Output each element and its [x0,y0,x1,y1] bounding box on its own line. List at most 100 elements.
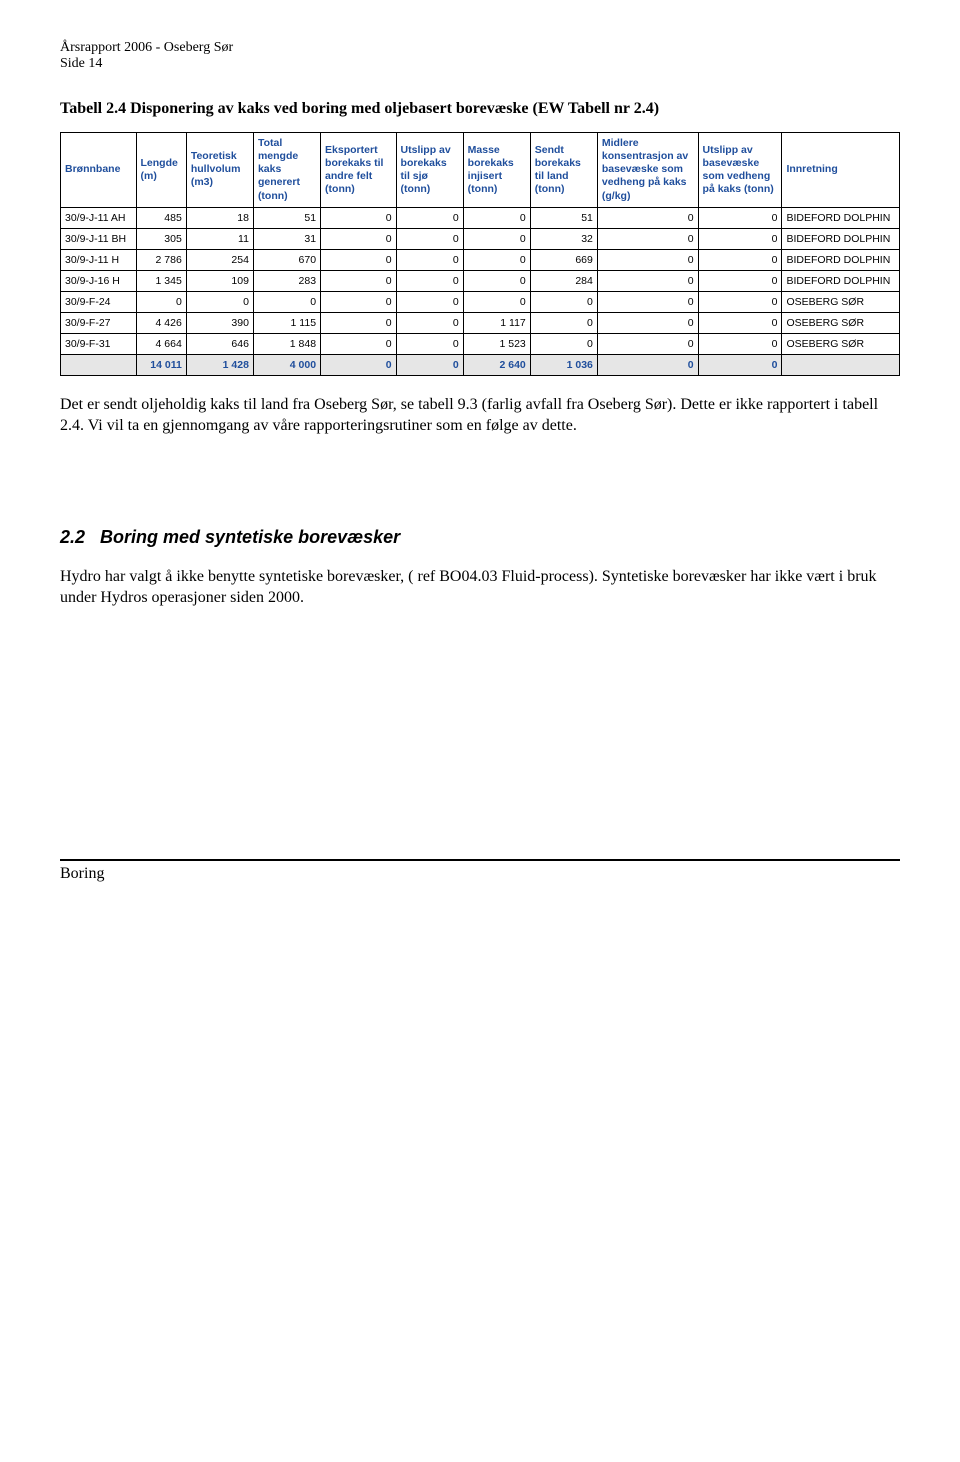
table-cell-innretning: OSEBERG SØR [782,333,900,354]
table-cell-value: 14 011 [136,354,186,375]
table-cell-value: 0 [396,228,463,249]
table-cell-value: 0 [321,228,397,249]
table-cell-label: 30/9-F-27 [61,312,137,333]
table-cell-value: 283 [253,270,320,291]
table-cell-value: 4 664 [136,333,186,354]
table-cell-value: 4 000 [253,354,320,375]
table-cell-value: 0 [698,228,782,249]
table-cell-value: 4 426 [136,312,186,333]
table-cell-value: 0 [597,291,698,312]
table-column-header: Utslipp av borekaks til sjø (tonn) [396,133,463,208]
table-cell-value: 51 [530,207,597,228]
table-cell-value: 0 [396,333,463,354]
doc-header-line2: Side 14 [60,56,900,72]
table-cell-value: 0 [698,207,782,228]
table-caption: Tabell 2.4 Disponering av kaks ved borin… [60,100,900,118]
table-cell-value: 0 [186,291,253,312]
table-cell-innretning [782,354,900,375]
table-cell-value: 0 [321,291,397,312]
table-cell-label: 30/9-J-16 H [61,270,137,291]
table-cell-label: 30/9-J-11 BH [61,228,137,249]
table-cell-value: 0 [597,354,698,375]
table-column-header: Midlere konsentrasjon av basevæske som v… [597,133,698,208]
table-cell-value: 0 [597,249,698,270]
table-column-header: Utslipp av basevæske som vedheng på kaks… [698,133,782,208]
table-cell-value: 0 [463,291,530,312]
table-cell-value: 0 [530,312,597,333]
table-cell-value: 18 [186,207,253,228]
table-cell-value: 0 [698,312,782,333]
table-cell-value: 0 [396,207,463,228]
table-column-header: Innretning [782,133,900,208]
table-column-header: Eksportert borekaks til andre felt (tonn… [321,133,397,208]
table-cell-value: 1 428 [186,354,253,375]
table-row: 30/9-J-16 H1 34510928300028400BIDEFORD D… [61,270,900,291]
table-cell-value: 1 036 [530,354,597,375]
table-column-header: Lengde (m) [136,133,186,208]
table-cell-value: 305 [136,228,186,249]
table-cell-value: 0 [597,228,698,249]
table-cell-value: 0 [321,249,397,270]
table-cell-value: 284 [530,270,597,291]
doc-header-line1: Årsrapport 2006 - Oseberg Sør [60,40,900,56]
table-cell-value: 0 [253,291,320,312]
table-cell-value: 0 [321,354,397,375]
table-cell-value: 646 [186,333,253,354]
table-cell-value: 0 [698,291,782,312]
table-cell-value: 669 [530,249,597,270]
table-row: 30/9-J-11 H2 78625467000066900BIDEFORD D… [61,249,900,270]
table-cell-value: 485 [136,207,186,228]
table-cell-value: 1 848 [253,333,320,354]
table-cell-value: 0 [396,354,463,375]
table-cell-innretning: BIDEFORD DOLPHIN [782,207,900,228]
data-table: BrønnbaneLengde (m)Teoretisk hullvolum (… [60,132,900,376]
table-cell-value: 32 [530,228,597,249]
table-cell-label: 30/9-F-31 [61,333,137,354]
table-cell-value: 0 [463,249,530,270]
table-cell-value: 11 [186,228,253,249]
table-row: 30/9-J-11 BH30511310003200BIDEFORD DOLPH… [61,228,900,249]
table-cell-value: 390 [186,312,253,333]
table-cell-value: 0 [321,207,397,228]
table-cell-innretning: BIDEFORD DOLPHIN [782,270,900,291]
table-cell-label: 30/9-J-11 AH [61,207,137,228]
table-column-header: Teoretisk hullvolum (m3) [186,133,253,208]
table-cell-value: 109 [186,270,253,291]
table-cell-value: 0 [530,333,597,354]
table-cell-value: 1 117 [463,312,530,333]
table-cell-label: 30/9-F-24 [61,291,137,312]
table-cell-value: 51 [253,207,320,228]
table-cell-value: 0 [597,207,698,228]
table-row: 30/9-F-314 6646461 848001 523000OSEBERG … [61,333,900,354]
table-column-header: Total mengde kaks generert (tonn) [253,133,320,208]
page-footer: Boring [60,859,900,883]
table-cell-value: 0 [698,333,782,354]
table-cell-value: 0 [698,249,782,270]
section-title: Boring med syntetiske borevæsker [100,527,400,547]
table-cell-value: 0 [698,354,782,375]
table-cell-value: 1 523 [463,333,530,354]
table-cell-innretning: OSEBERG SØR [782,312,900,333]
table-cell-value: 1 345 [136,270,186,291]
table-row: 30/9-F-24000000000OSEBERG SØR [61,291,900,312]
table-cell-value: 0 [396,312,463,333]
paragraph-1: Det er sendt oljeholdig kaks til land fr… [60,394,900,437]
table-cell-value: 0 [597,270,698,291]
table-cell-value: 0 [463,270,530,291]
table-cell-value: 670 [253,249,320,270]
table-column-header: Brønnbane [61,133,137,208]
table-cell-innretning: BIDEFORD DOLPHIN [782,249,900,270]
table-cell-value: 0 [463,207,530,228]
table-cell-value: 254 [186,249,253,270]
table-cell-label: 30/9-J-11 H [61,249,137,270]
table-cell-value: 0 [698,270,782,291]
table-cell-value: 0 [597,312,698,333]
table-row: 30/9-F-274 4263901 115001 117000OSEBERG … [61,312,900,333]
section-heading: 2.2 Boring med syntetiske borevæsker [60,527,900,548]
table-cell-value: 1 115 [253,312,320,333]
table-column-header: Masse borekaks injisert (tonn) [463,133,530,208]
table-cell-innretning: BIDEFORD DOLPHIN [782,228,900,249]
table-cell-value: 0 [396,291,463,312]
table-cell-value: 0 [136,291,186,312]
table-totals-row: 14 0111 4284 000002 6401 03600 [61,354,900,375]
